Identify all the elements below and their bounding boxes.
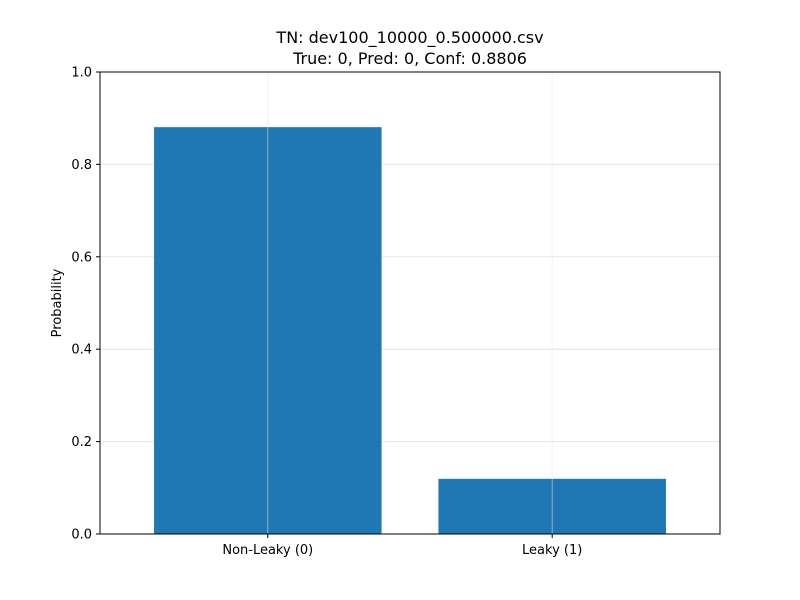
x-tick-label: Leaky (1) bbox=[522, 543, 582, 558]
chart-title-line-1: TN: dev100_10000_0.500000.csv bbox=[275, 28, 543, 48]
y-tick-label: 0.6 bbox=[71, 250, 92, 265]
y-tick-label: 0.8 bbox=[71, 158, 92, 173]
x-axis-ticks: Non-Leaky (0) Leaky (1) bbox=[222, 534, 582, 558]
grid-overlay bbox=[267, 72, 553, 534]
y-tick-label: 0.4 bbox=[71, 343, 92, 358]
plot-area-frame bbox=[99, 71, 721, 535]
y-tick-label: 0.2 bbox=[71, 435, 92, 450]
x-tick-label: Non-Leaky (0) bbox=[222, 543, 313, 558]
y-tick-label: 0.0 bbox=[71, 528, 92, 543]
chart-title-line-2: True: 0, Pred: 0, Conf: 0.8806 bbox=[292, 49, 527, 68]
y-axis-label: Probability bbox=[50, 268, 65, 337]
y-axis-ticks: 0.0 0.2 0.4 0.6 0.8 1.0 bbox=[71, 66, 100, 543]
y-tick-label: 1.0 bbox=[71, 66, 92, 81]
